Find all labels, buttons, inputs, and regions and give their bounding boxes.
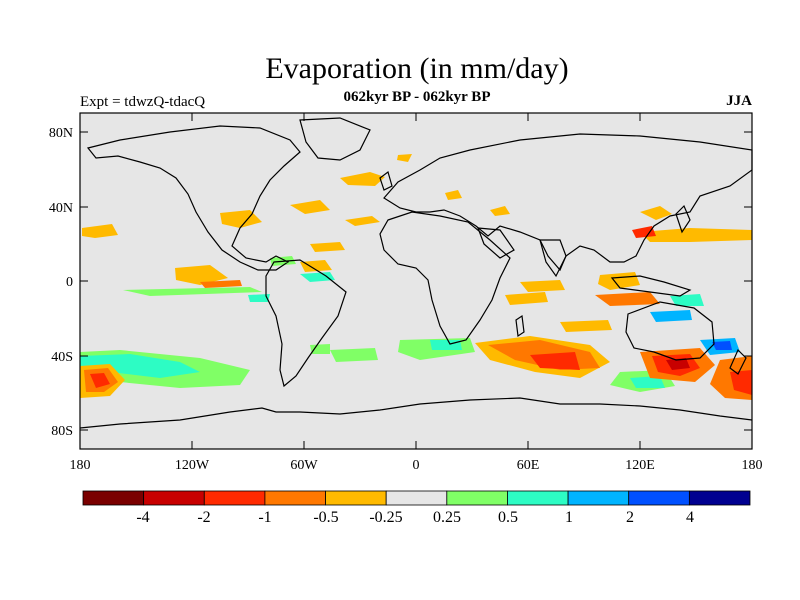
colorbar-label: -4	[136, 509, 149, 526]
colorbar-labels: -4 -2 -1 -0.5 -0.25 0.25 0.5 1 2 4	[136, 509, 694, 526]
lon-label: 60E	[517, 458, 540, 473]
lon-label: 0	[413, 458, 420, 473]
lon-label: 120E	[625, 458, 655, 473]
colorbar-swatch	[264, 490, 326, 506]
colorbar-label: -1	[258, 509, 271, 526]
colorbar-swatch	[325, 490, 387, 506]
colorbar-label: -0.5	[313, 509, 338, 526]
lon-label: 60W	[290, 458, 318, 473]
lon-labels: 180 120W 60W 0 60E 120E 180	[70, 458, 763, 473]
colorbar-swatch	[203, 490, 266, 506]
lat-label: 40S	[51, 350, 73, 365]
season-label: JJA	[726, 93, 752, 109]
colorbar-swatch	[385, 490, 448, 506]
colorbar-label: 0.5	[498, 509, 518, 526]
colorbar-swatch	[567, 490, 630, 506]
coastlines	[79, 117, 753, 429]
colorbar-label: 4	[686, 509, 694, 526]
lon-tick-marks	[79, 113, 753, 449]
lon-label: 180	[70, 458, 91, 473]
colorbar	[82, 490, 751, 506]
lat-label: 0	[66, 275, 73, 290]
colorbar-label: 1	[565, 509, 573, 526]
colorbar-swatch	[82, 490, 145, 506]
lat-tick-marks	[80, 131, 752, 431]
colorbar-label: 0.25	[433, 509, 461, 526]
colorbar-swatch	[628, 490, 690, 506]
lat-label: 80S	[51, 424, 73, 439]
colorbar-label: 2	[626, 509, 634, 526]
colorbar-label: -0.25	[369, 509, 402, 526]
lat-label: 40N	[49, 201, 73, 216]
colorbar-swatch	[446, 490, 508, 506]
colorbar-swatch	[143, 490, 205, 506]
plot-title: Evaporation (in mm/day)	[265, 52, 569, 85]
colorbar-swatch	[688, 490, 751, 506]
anomaly-patches	[80, 154, 752, 400]
lon-label: 180	[742, 458, 763, 473]
colorbar-swatch	[507, 490, 569, 506]
lat-label: 80N	[49, 126, 73, 141]
period-subtitle: 062kyr BP - 062kyr BP	[343, 89, 491, 105]
lat-labels: 80N 40N 0 40S 80S	[49, 126, 73, 439]
colorbar-label: -2	[197, 509, 210, 526]
experiment-label: Expt = tdwzQ-tdacQ	[80, 94, 206, 110]
lon-label: 120W	[175, 458, 210, 473]
